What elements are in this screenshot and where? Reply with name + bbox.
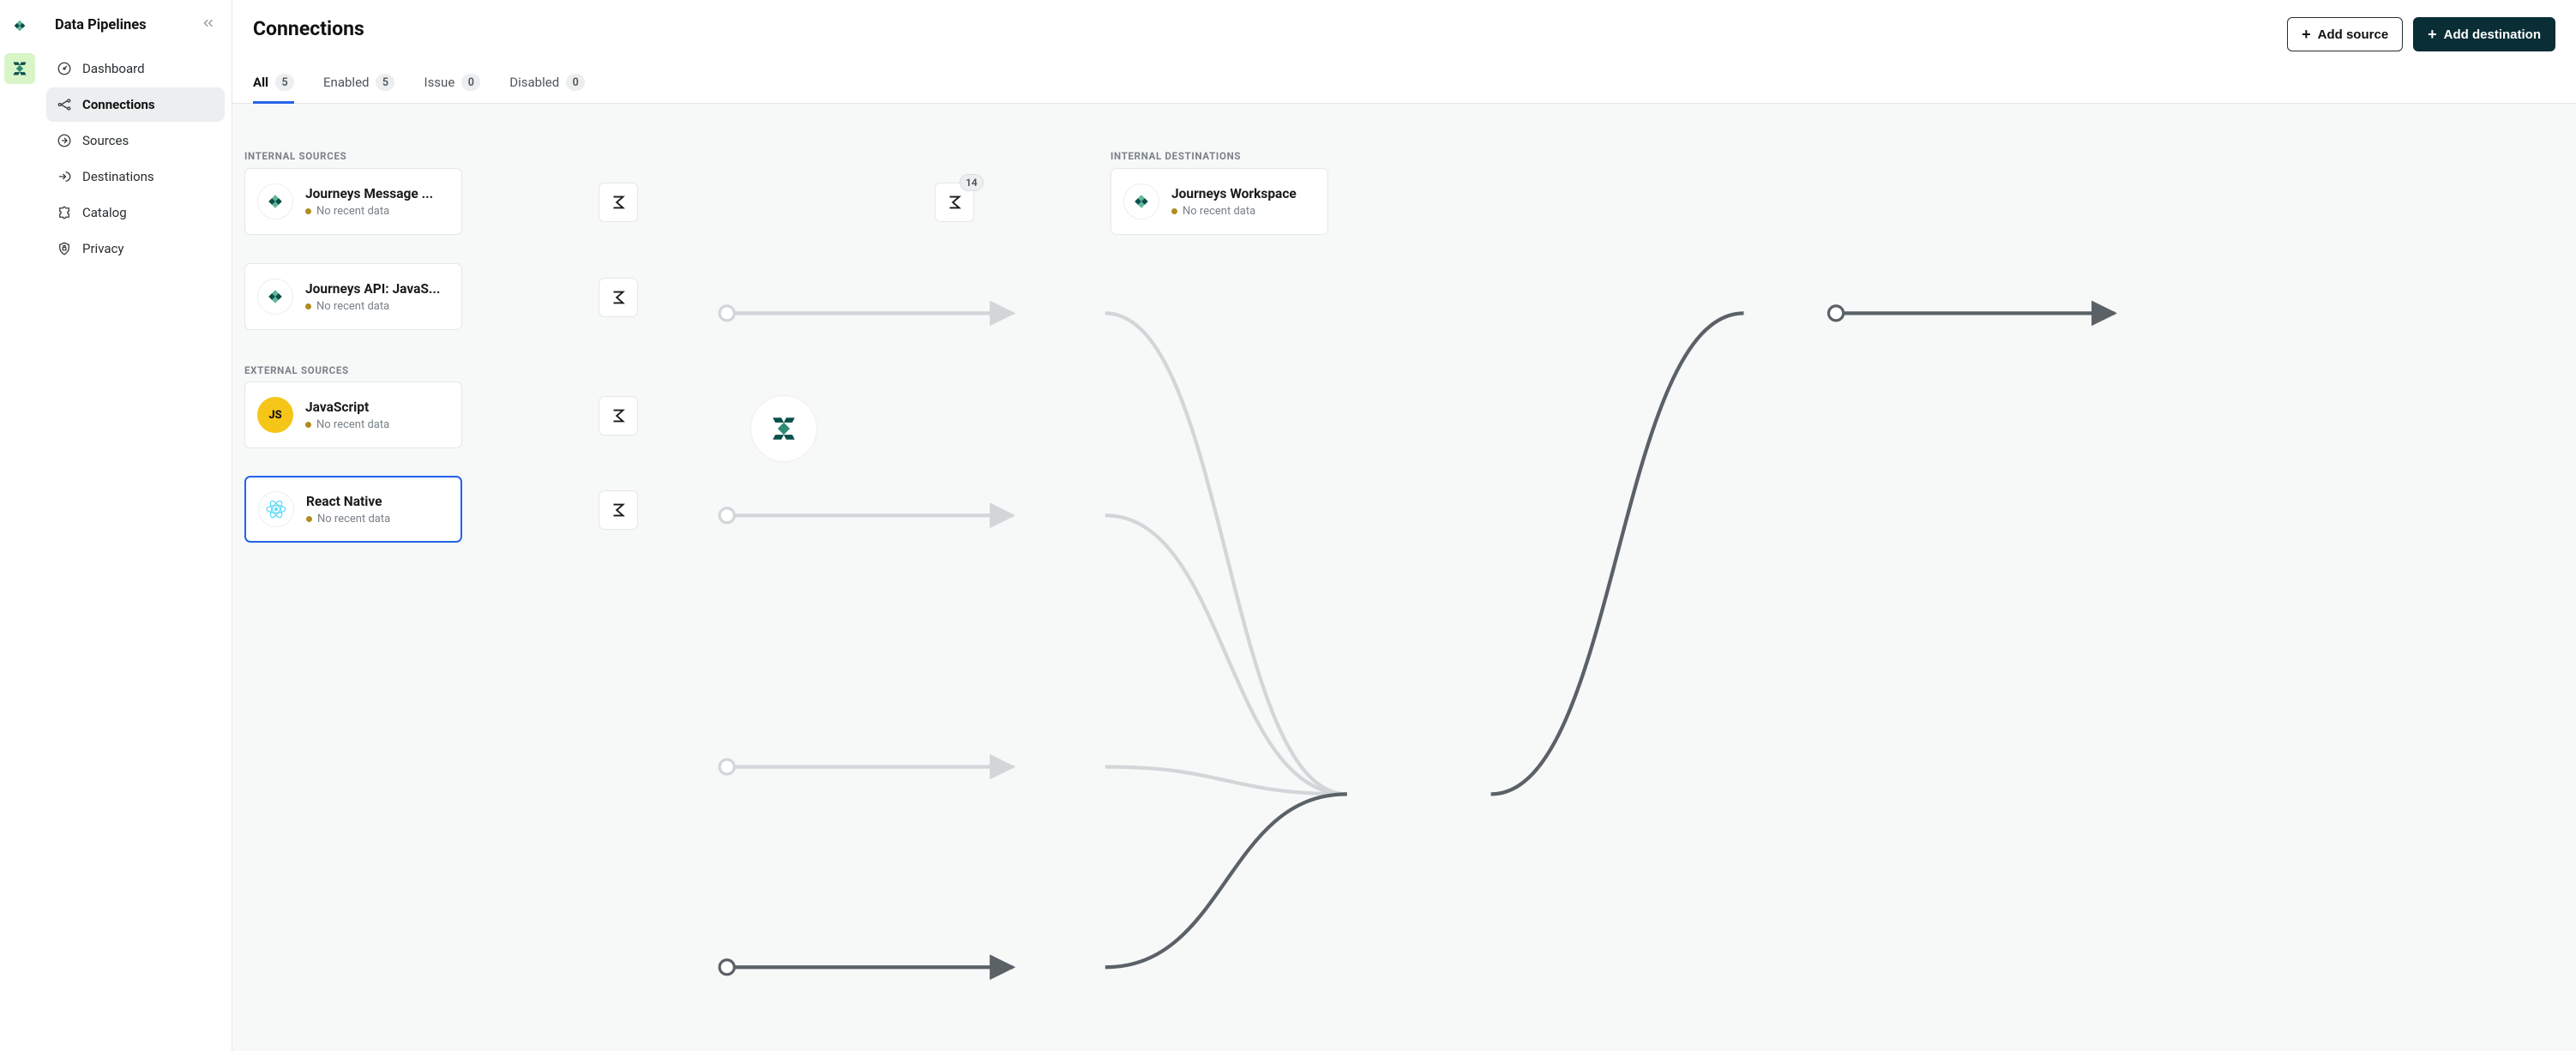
logo-icon xyxy=(266,192,285,211)
transform-node[interactable] xyxy=(599,396,638,435)
gauge-icon xyxy=(57,61,72,76)
puzzle-icon xyxy=(57,205,72,220)
source-badge xyxy=(257,279,293,315)
source-status: No recent data xyxy=(317,513,390,526)
section-label-external-sources: EXTERNAL SOURCES xyxy=(244,364,349,376)
tab-all[interactable]: All 5 xyxy=(253,67,294,103)
source-status: No recent data xyxy=(316,300,389,313)
tab-issue[interactable]: Issue 0 xyxy=(424,67,480,103)
hub-node[interactable] xyxy=(750,395,817,462)
transform-count-badge: 14 xyxy=(960,174,984,191)
status-dot-icon xyxy=(305,303,311,309)
destination-badge xyxy=(1123,183,1159,219)
sidebar-item-privacy[interactable]: Privacy xyxy=(46,231,225,266)
rail-item-pipelines[interactable] xyxy=(4,53,35,84)
source-badge xyxy=(258,491,294,527)
main: Connections + Add source + Add destinati… xyxy=(232,0,2576,1051)
sidebar-item-label: Catalog xyxy=(82,205,127,220)
status-dot-icon xyxy=(305,422,311,428)
sidebar-item-label: Dashboard xyxy=(82,61,145,76)
sidebar-item-label: Sources xyxy=(82,133,129,148)
source-title: JavaScript xyxy=(305,399,389,415)
source-title: Journeys Message ... xyxy=(305,186,433,201)
source-status: No recent data xyxy=(316,418,389,431)
status-dot-icon xyxy=(306,516,312,522)
topbar: Connections + Add source + Add destinati… xyxy=(232,0,2576,51)
chevrons-left-icon xyxy=(201,15,216,31)
logo-icon xyxy=(12,18,27,33)
transform-node[interactable] xyxy=(599,490,638,530)
source-title: React Native xyxy=(306,494,390,509)
section-label-internal-destinations: INTERNAL DESTINATIONS xyxy=(1110,150,1241,162)
icon-rail xyxy=(0,0,39,1051)
tab-enabled[interactable]: Enabled 5 xyxy=(323,67,394,103)
sigma-icon xyxy=(609,406,628,425)
tab-count: 0 xyxy=(566,74,585,91)
destination-status: No recent data xyxy=(1183,205,1255,218)
tab-disabled[interactable]: Disabled 0 xyxy=(509,67,585,103)
sidebar-item-dashboard[interactable]: Dashboard xyxy=(46,51,225,86)
transform-node[interactable] xyxy=(599,183,638,222)
source-card[interactable]: Journeys API: JavaS... No recent data xyxy=(244,263,462,330)
tab-count: 5 xyxy=(376,74,394,91)
sigma-icon xyxy=(609,501,628,519)
tab-count: 0 xyxy=(461,74,480,91)
source-card[interactable]: React Native No recent data xyxy=(244,476,462,543)
source-badge: JS xyxy=(257,397,293,433)
tabs: All 5 Enabled 5 Issue 0 Disabled 0 xyxy=(232,67,2576,104)
sidebar-item-label: Privacy xyxy=(82,241,123,256)
x-logo-icon xyxy=(769,414,798,443)
status-dot-icon xyxy=(1171,208,1177,214)
section-label-internal-sources: INTERNAL SOURCES xyxy=(244,150,346,162)
pipeline-canvas[interactable]: INTERNAL SOURCES EXTERNAL SOURCES INTERN… xyxy=(232,104,2576,1051)
tab-label: Disabled xyxy=(509,75,559,90)
sidebar-item-sources[interactable]: Sources xyxy=(46,123,225,158)
sidebar-nav: Dashboard Connections Sources Destinatio… xyxy=(46,51,225,266)
source-icon xyxy=(57,133,72,148)
sigma-icon xyxy=(609,288,628,307)
header-actions: + Add source + Add destination xyxy=(2287,17,2555,51)
tab-count: 5 xyxy=(275,74,294,91)
status-dot-icon xyxy=(305,208,311,214)
destination-icon xyxy=(57,169,72,184)
source-status: No recent data xyxy=(316,205,389,218)
x-logo-icon xyxy=(11,60,28,77)
react-icon xyxy=(265,498,287,520)
add-source-button[interactable]: + Add source xyxy=(2287,17,2403,51)
destination-card[interactable]: Journeys Workspace No recent data xyxy=(1110,168,1328,235)
sidebar: Data Pipelines Dashboard Connections Sou… xyxy=(39,0,232,1051)
transform-node[interactable] xyxy=(599,278,638,317)
wires-svg xyxy=(232,104,2576,1051)
sidebar-item-label: Connections xyxy=(82,97,155,112)
sigma-icon xyxy=(945,193,964,212)
plus-icon: + xyxy=(2428,27,2437,42)
connections-icon xyxy=(57,97,72,112)
button-label: Add source xyxy=(2318,27,2389,42)
tab-label: Issue xyxy=(424,75,454,90)
logo-icon xyxy=(266,287,285,306)
source-title: Journeys API: JavaS... xyxy=(305,281,440,297)
source-card[interactable]: JS JavaScript No recent data xyxy=(244,381,462,448)
js-icon: JS xyxy=(268,409,281,422)
source-card[interactable]: Journeys Message ... No recent data xyxy=(244,168,462,235)
page-title: Connections xyxy=(253,17,364,40)
button-label: Add destination xyxy=(2444,27,2541,42)
rail-item-home[interactable] xyxy=(4,10,35,41)
sidebar-item-label: Destinations xyxy=(82,169,154,184)
logo-icon xyxy=(1132,192,1151,211)
tab-label: Enabled xyxy=(323,75,369,90)
add-destination-button[interactable]: + Add destination xyxy=(2413,17,2555,51)
sidebar-item-catalog[interactable]: Catalog xyxy=(46,195,225,230)
sidebar-item-connections[interactable]: Connections xyxy=(46,87,225,122)
tab-label: All xyxy=(253,75,268,90)
source-badge xyxy=(257,183,293,219)
plus-icon: + xyxy=(2302,27,2311,42)
shield-lock-icon xyxy=(57,241,72,256)
sidebar-item-destinations[interactable]: Destinations xyxy=(46,159,225,194)
collapse-sidebar-button[interactable] xyxy=(201,15,216,34)
destination-title: Journeys Workspace xyxy=(1171,186,1297,201)
sigma-icon xyxy=(609,193,628,212)
sidebar-title: Data Pipelines xyxy=(55,17,147,33)
